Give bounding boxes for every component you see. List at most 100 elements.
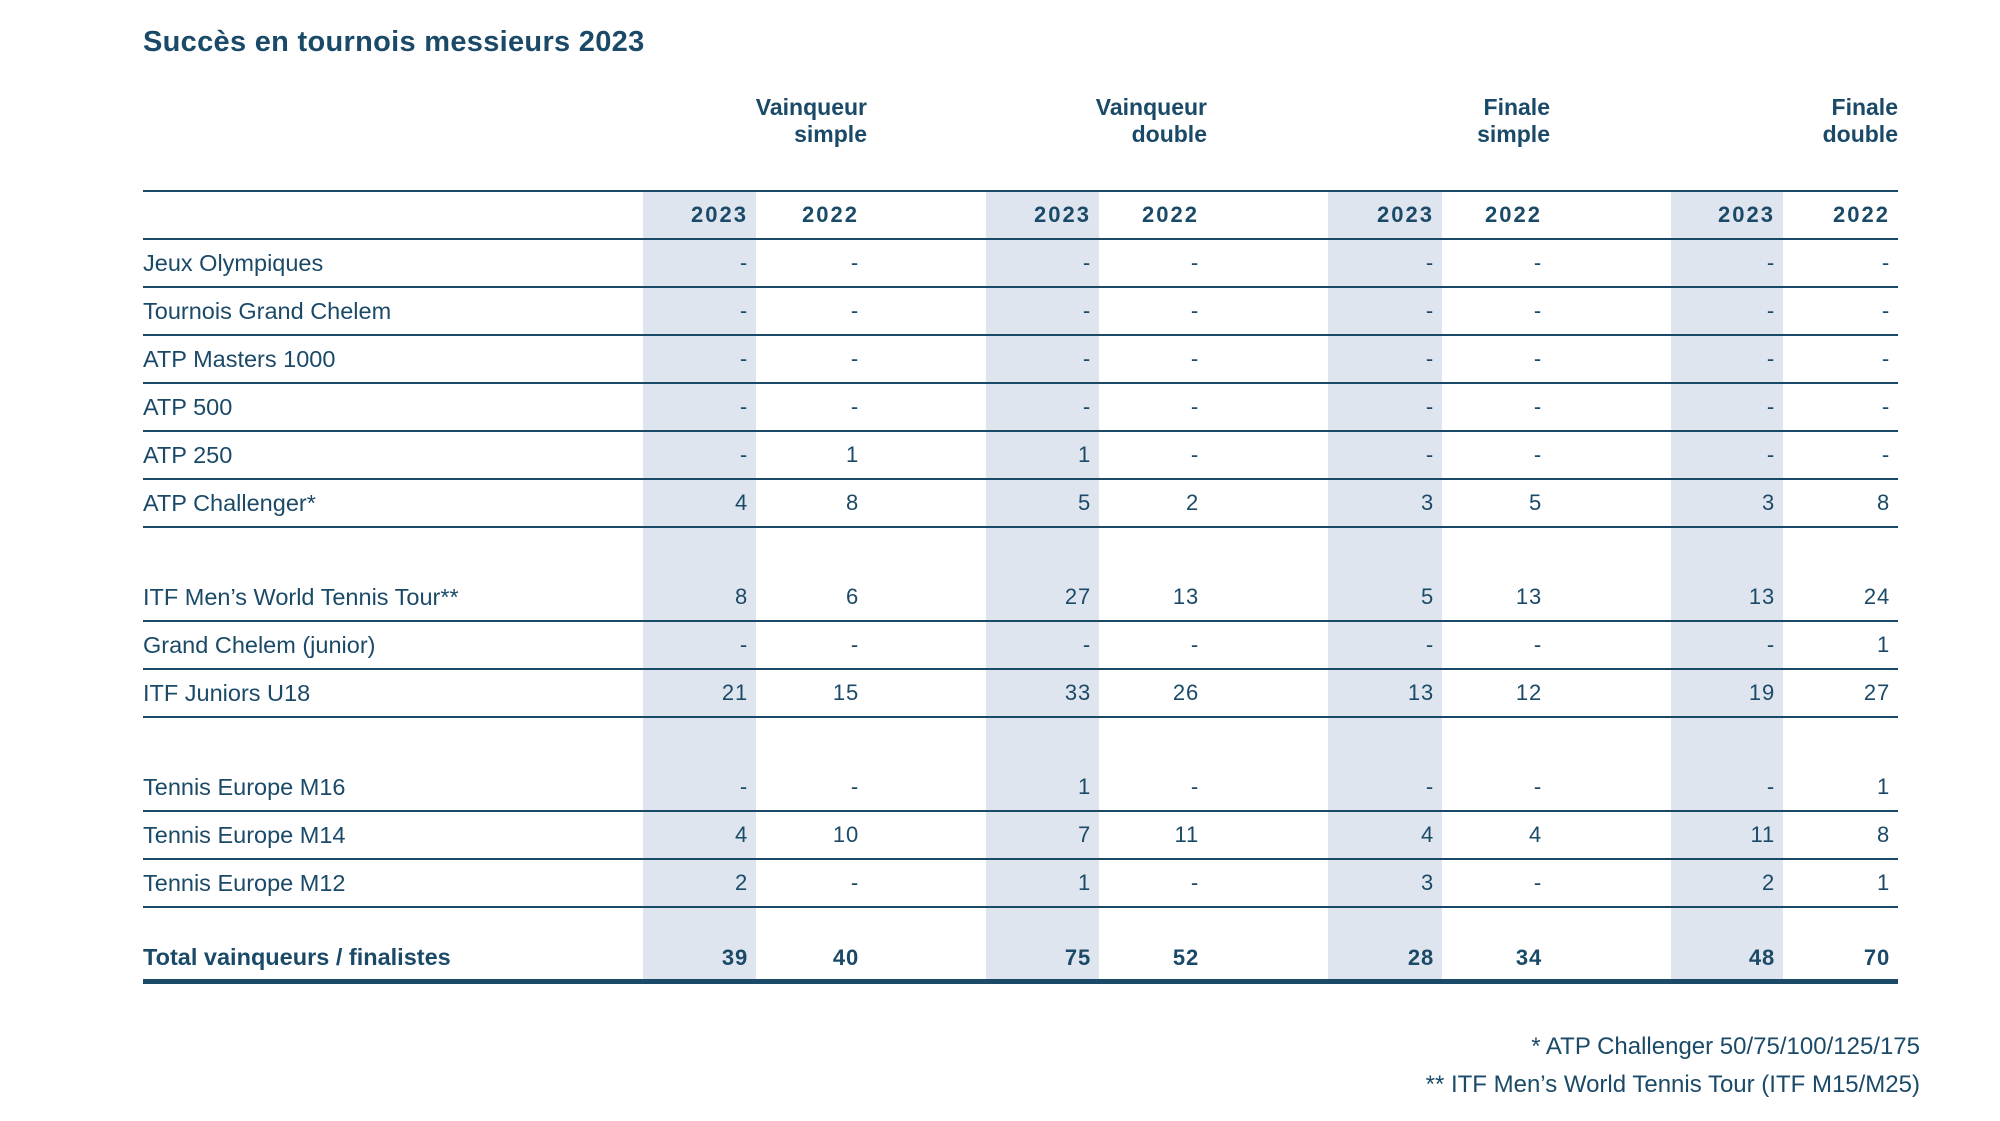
value-cell: 1 bbox=[1077, 870, 1091, 895]
value-cell: 8 bbox=[1876, 490, 1890, 515]
value-cell: - bbox=[1766, 632, 1775, 657]
value-cell: 7 bbox=[1077, 822, 1091, 847]
value-cell: - bbox=[1881, 346, 1890, 371]
value-cell: 2 bbox=[1185, 490, 1199, 515]
group-header-line1: Vainqueur bbox=[1095, 94, 1207, 120]
value-cell: - bbox=[1533, 250, 1542, 275]
row-label: ITF Men’s World Tennis Tour** bbox=[143, 583, 459, 610]
group-header-line2: simple bbox=[1477, 121, 1550, 147]
value-cell: - bbox=[1190, 394, 1199, 419]
value-cell: - bbox=[1533, 298, 1542, 323]
value-cell: 15 bbox=[832, 680, 859, 705]
group-header-line1: Vainqueur bbox=[755, 94, 867, 120]
value-cell: - bbox=[850, 250, 859, 275]
value-cell: - bbox=[739, 632, 748, 657]
value-cell: 8 bbox=[845, 490, 859, 515]
value-cell: - bbox=[1533, 442, 1542, 467]
value-cell: - bbox=[1881, 250, 1890, 275]
value-cell: 1 bbox=[845, 442, 859, 467]
value-cell: - bbox=[850, 870, 859, 895]
value-cell: - bbox=[739, 442, 748, 467]
value-cell: 26 bbox=[1172, 680, 1199, 705]
value-cell: - bbox=[1881, 298, 1890, 323]
section-spacer bbox=[143, 528, 1898, 574]
value-cell: 5 bbox=[1420, 584, 1434, 609]
value-cell: 1 bbox=[1876, 870, 1890, 895]
row-label: Tennis Europe M16 bbox=[143, 773, 346, 800]
value-cell: 3 bbox=[1420, 870, 1434, 895]
table-row: ATP 250 - 1 1 - - - - - bbox=[143, 432, 1898, 480]
value-cell: - bbox=[739, 250, 748, 275]
total-value-cell: 75 bbox=[1064, 944, 1091, 970]
value-cell: - bbox=[1082, 394, 1091, 419]
value-cell: - bbox=[739, 298, 748, 323]
value-cell: 4 bbox=[1420, 822, 1434, 847]
value-cell: - bbox=[1425, 298, 1434, 323]
footnote-itf-tour: ** ITF Men’s World Tennis Tour (ITF M15/… bbox=[1425, 1071, 1920, 1098]
year-header-row: 2023 2022 2023 2022 2023 2022 2023 2022 bbox=[143, 192, 1898, 240]
value-cell: - bbox=[850, 394, 859, 419]
value-cell: 1 bbox=[1876, 632, 1890, 657]
table-row: Jeux Olympiques - - - - - - - - bbox=[143, 240, 1898, 288]
value-cell: - bbox=[850, 346, 859, 371]
table-row: ATP Masters 1000 - - - - - - - - bbox=[143, 336, 1898, 384]
highlight-band-2023-vainqueur-simple bbox=[643, 192, 756, 984]
table-row: Tennis Europe M12 2 - 1 - 3 - 2 1 bbox=[143, 860, 1898, 908]
value-cell: - bbox=[1766, 250, 1775, 275]
row-label: ATP 500 bbox=[143, 393, 233, 420]
value-cell: 4 bbox=[1528, 822, 1542, 847]
value-cell: - bbox=[1190, 298, 1199, 323]
value-cell: - bbox=[1190, 774, 1199, 799]
section-spacer bbox=[143, 718, 1898, 764]
value-cell: 5 bbox=[1528, 490, 1542, 515]
value-cell: 8 bbox=[734, 584, 748, 609]
value-cell: - bbox=[739, 346, 748, 371]
group-header-finale-double: Finale double bbox=[1550, 94, 1898, 190]
row-label: Tennis Europe M14 bbox=[143, 821, 346, 848]
year-header: 2022 bbox=[1833, 202, 1890, 227]
footnotes: * ATP Challenger 50/75/100/125/175 ** IT… bbox=[1426, 1028, 1920, 1104]
value-cell: 24 bbox=[1863, 584, 1890, 609]
table-row: Tennis Europe M16 - - 1 - - - - 1 bbox=[143, 764, 1898, 812]
value-cell: - bbox=[1425, 394, 1434, 419]
year-header: 2022 bbox=[802, 202, 859, 227]
value-cell: 27 bbox=[1863, 680, 1890, 705]
total-value-cell: 39 bbox=[721, 944, 748, 970]
value-cell: - bbox=[1425, 442, 1434, 467]
table-row: Tennis Europe M14 4 10 7 11 4 4 11 8 bbox=[143, 812, 1898, 860]
value-cell: 5 bbox=[1077, 490, 1091, 515]
value-cell: - bbox=[1533, 774, 1542, 799]
value-cell: - bbox=[1533, 394, 1542, 419]
year-header: 2023 bbox=[1377, 202, 1434, 227]
row-label: ATP Challenger* bbox=[143, 489, 316, 516]
value-cell: 27 bbox=[1064, 584, 1091, 609]
value-cell: - bbox=[1533, 870, 1542, 895]
value-cell: - bbox=[1881, 442, 1890, 467]
year-header: 2023 bbox=[1034, 202, 1091, 227]
total-value-cell: 70 bbox=[1863, 944, 1890, 970]
table-row: Tournois Grand Chelem - - - - - - - - bbox=[143, 288, 1898, 336]
value-cell: 3 bbox=[1761, 490, 1775, 515]
value-cell: 12 bbox=[1515, 680, 1542, 705]
table-row: ITF Men’s World Tennis Tour** 8 6 27 13 5 13 13… bbox=[143, 574, 1898, 622]
year-header: 2023 bbox=[1718, 202, 1775, 227]
value-cell: - bbox=[1082, 346, 1091, 371]
value-cell: 4 bbox=[734, 490, 748, 515]
section-spacer bbox=[143, 908, 1898, 936]
value-cell: - bbox=[1082, 298, 1091, 323]
value-cell: 2 bbox=[1761, 870, 1775, 895]
value-cell: - bbox=[1190, 632, 1199, 657]
value-cell: - bbox=[1766, 346, 1775, 371]
value-cell: - bbox=[1425, 774, 1434, 799]
value-cell: - bbox=[850, 298, 859, 323]
value-cell: 3 bbox=[1420, 490, 1434, 515]
value-cell: - bbox=[1766, 774, 1775, 799]
value-cell: 4 bbox=[734, 822, 748, 847]
value-cell: - bbox=[1766, 394, 1775, 419]
value-cell: - bbox=[1533, 346, 1542, 371]
row-label: Tournois Grand Chelem bbox=[143, 297, 392, 324]
value-cell: 13 bbox=[1748, 584, 1775, 609]
value-cell: 11 bbox=[1174, 822, 1199, 847]
table-row: ITF Juniors U18 21 15 33 26 13 12 19 27 bbox=[143, 670, 1898, 718]
